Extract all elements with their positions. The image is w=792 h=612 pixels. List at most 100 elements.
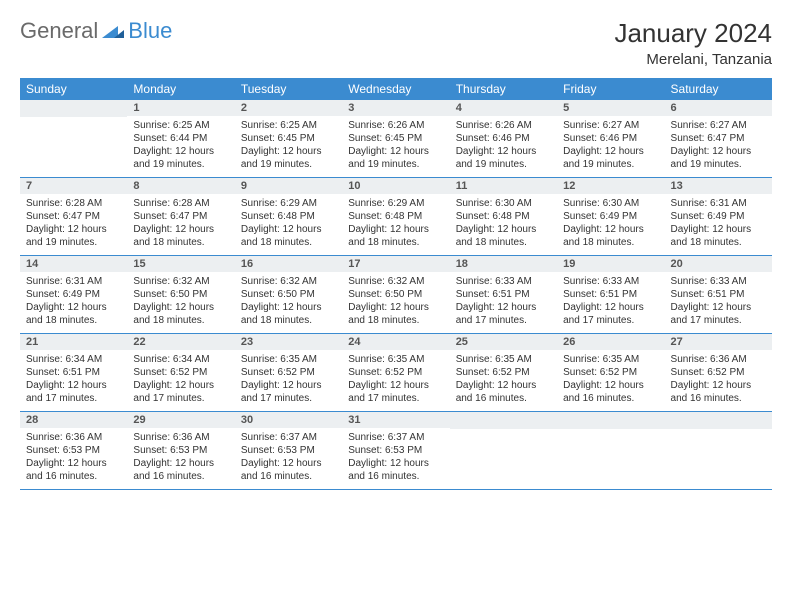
calendar-day-cell: 14Sunrise: 6:31 AMSunset: 6:49 PMDayligh… bbox=[20, 256, 127, 334]
calendar-day-cell: 28Sunrise: 6:36 AMSunset: 6:53 PMDayligh… bbox=[20, 412, 127, 490]
page-title: January 2024 bbox=[614, 18, 772, 49]
daylight-text-2: and 18 minutes. bbox=[133, 314, 228, 327]
calendar-day-cell: 4Sunrise: 6:26 AMSunset: 6:46 PMDaylight… bbox=[450, 100, 557, 178]
calendar-day-cell: 31Sunrise: 6:37 AMSunset: 6:53 PMDayligh… bbox=[342, 412, 449, 490]
calendar-day-cell bbox=[20, 100, 127, 178]
daylight-text-1: Daylight: 12 hours bbox=[456, 301, 551, 314]
calendar-table: Sunday Monday Tuesday Wednesday Thursday… bbox=[20, 78, 772, 490]
daylight-text-2: and 18 minutes. bbox=[456, 236, 551, 249]
calendar-body: 1 Sunrise: 6:25 AMSunset: 6:44 PM Daylight… bbox=[20, 100, 772, 490]
sunrise-text: Sunrise: 6:26 AM bbox=[456, 119, 551, 132]
daylight-text-2: and 19 minutes. bbox=[456, 158, 551, 171]
daylight-text-2: and 17 minutes. bbox=[133, 392, 228, 405]
sunset-text: Sunset: 6:52 PM bbox=[241, 366, 336, 379]
daylight-text-2: and 17 minutes. bbox=[241, 392, 336, 405]
sunrise-text: Sunrise: 6:32 AM bbox=[133, 275, 228, 288]
sunset-text: Sunset: 6:50 PM bbox=[133, 288, 228, 301]
day-details: Sunrise: 6:35 AMSunset: 6:52 PMDaylight:… bbox=[235, 350, 342, 411]
day-number: 6 bbox=[665, 100, 772, 116]
daylight-text-1: Daylight: 12 hours bbox=[26, 379, 121, 392]
sunset-text: Sunset: 6:52 PM bbox=[456, 366, 551, 379]
calendar-day-cell: 27Sunrise: 6:36 AMSunset: 6:52 PMDayligh… bbox=[665, 334, 772, 412]
sunset-text: Sunset: 6:48 PM bbox=[348, 210, 443, 223]
weekday-header: Sunday bbox=[20, 78, 127, 100]
day-number: 2 bbox=[235, 100, 342, 116]
day-details: Sunrise: 6:35 AMSunset: 6:52 PMDaylight:… bbox=[557, 350, 664, 411]
day-details: Sunrise: 6:32 AMSunset: 6:50 PMDaylight:… bbox=[127, 272, 234, 333]
day-details: Sunrise: 6:33 AMSunset: 6:51 PMDaylight:… bbox=[665, 272, 772, 333]
day-details: Sunrise: 6:32 AMSunset: 6:50 PMDaylight:… bbox=[235, 272, 342, 333]
weekday-header: Friday bbox=[557, 78, 664, 100]
sunrise-text: Sunrise: 6:37 AM bbox=[241, 431, 336, 444]
daylight-text-2: and 19 minutes. bbox=[26, 236, 121, 249]
day-details: Sunrise: 6:27 AMSunset: 6:46 PMDaylight:… bbox=[557, 116, 664, 177]
calendar-day-cell: 20Sunrise: 6:33 AMSunset: 6:51 PMDayligh… bbox=[665, 256, 772, 334]
daylight-text-2: and 18 minutes. bbox=[241, 314, 336, 327]
daylight-text-1: Daylight: 12 hours bbox=[241, 457, 336, 470]
day-number: 24 bbox=[342, 334, 449, 350]
weekday-header: Monday bbox=[127, 78, 234, 100]
sunrise-text: Sunrise: 6:36 AM bbox=[26, 431, 121, 444]
daylight-text-2: and 16 minutes. bbox=[26, 470, 121, 483]
sunset-text: Sunset: 6:52 PM bbox=[563, 366, 658, 379]
calendar-day-cell: 7Sunrise: 6:28 AMSunset: 6:47 PMDaylight… bbox=[20, 178, 127, 256]
daylight-text-1: Daylight: 12 hours bbox=[26, 301, 121, 314]
daylight-text-2: and 17 minutes. bbox=[348, 392, 443, 405]
empty-day-cell bbox=[557, 429, 664, 487]
weekday-header-row: Sunday Monday Tuesday Wednesday Thursday… bbox=[20, 78, 772, 100]
day-details: Sunrise: 6:36 AMSunset: 6:53 PMDaylight:… bbox=[127, 428, 234, 489]
day-number: 14 bbox=[20, 256, 127, 272]
day-details: Sunrise: 6:35 AMSunset: 6:52 PMDaylight:… bbox=[342, 350, 449, 411]
day-details: Sunrise: 6:33 AMSunset: 6:51 PMDaylight:… bbox=[450, 272, 557, 333]
day-details: Sunrise: 6:29 AMSunset: 6:48 PMDaylight:… bbox=[235, 194, 342, 255]
sunrise-text: Sunrise: 6:25 AM bbox=[133, 119, 228, 132]
sunset-text: Sunset: 6:44 PM bbox=[133, 132, 228, 145]
sunset-text: Sunset: 6:45 PM bbox=[348, 132, 443, 145]
calendar-day-cell: 29Sunrise: 6:36 AMSunset: 6:53 PMDayligh… bbox=[127, 412, 234, 490]
calendar-day-cell: 11Sunrise: 6:30 AMSunset: 6:48 PMDayligh… bbox=[450, 178, 557, 256]
daylight-text-1: Daylight: 12 hours bbox=[133, 457, 228, 470]
location-label: Merelani, Tanzania bbox=[614, 51, 772, 68]
sunrise-text: Sunrise: 6:32 AM bbox=[348, 275, 443, 288]
sunrise-text: Sunrise: 6:36 AM bbox=[133, 431, 228, 444]
daylight-text-1: Daylight: 12 hours bbox=[26, 457, 121, 470]
sunrise-text: Sunrise: 6:34 AM bbox=[133, 353, 228, 366]
day-number: 11 bbox=[450, 178, 557, 194]
sunrise-text: Sunrise: 6:35 AM bbox=[563, 353, 658, 366]
daylight-text-1: Daylight: 12 hours bbox=[348, 301, 443, 314]
daylight-text-2: and 18 minutes. bbox=[348, 314, 443, 327]
sunset-text: Sunset: 6:46 PM bbox=[563, 132, 658, 145]
day-details: Sunrise: 6:27 AMSunset: 6:47 PMDaylight:… bbox=[665, 116, 772, 177]
sunset-text: Sunset: 6:47 PM bbox=[671, 132, 766, 145]
calendar-day-cell: 18Sunrise: 6:33 AMSunset: 6:51 PMDayligh… bbox=[450, 256, 557, 334]
daylight-text-1: Daylight: 12 hours bbox=[563, 301, 658, 314]
weekday-header: Thursday bbox=[450, 78, 557, 100]
daylight-text-2: and 17 minutes. bbox=[456, 314, 551, 327]
empty-day-header bbox=[450, 412, 557, 429]
sunset-text: Sunset: 6:50 PM bbox=[241, 288, 336, 301]
daylight-text-2: and 18 minutes. bbox=[671, 236, 766, 249]
daylight-text-2: and 19 minutes. bbox=[671, 158, 766, 171]
day-details: Sunrise: 6:28 AMSunset: 6:47 PMDaylight:… bbox=[20, 194, 127, 255]
sunrise-text: Sunrise: 6:37 AM bbox=[348, 431, 443, 444]
daylight-text-2: and 16 minutes. bbox=[348, 470, 443, 483]
sunset-text: Sunset: 6:47 PM bbox=[133, 210, 228, 223]
day-number: 1 bbox=[127, 100, 234, 116]
empty-day-header bbox=[557, 412, 664, 429]
calendar-day-cell: 9Sunrise: 6:29 AMSunset: 6:48 PMDaylight… bbox=[235, 178, 342, 256]
day-details: Sunrise: 6:32 AMSunset: 6:50 PMDaylight:… bbox=[342, 272, 449, 333]
daylight-text-2: and 17 minutes. bbox=[671, 314, 766, 327]
day-number: 4 bbox=[450, 100, 557, 116]
sunset-text: Sunset: 6:45 PM bbox=[241, 132, 336, 145]
daylight-text-1: Daylight: 12 hours bbox=[671, 379, 766, 392]
day-number: 3 bbox=[342, 100, 449, 116]
empty-day-cell bbox=[20, 117, 127, 175]
sunset-text: Sunset: 6:53 PM bbox=[241, 444, 336, 457]
daylight-text-2: and 19 minutes. bbox=[348, 158, 443, 171]
calendar-day-cell: 22Sunrise: 6:34 AMSunset: 6:52 PMDayligh… bbox=[127, 334, 234, 412]
calendar-week-row: 21Sunrise: 6:34 AMSunset: 6:51 PMDayligh… bbox=[20, 334, 772, 412]
day-details: Sunrise: 6:29 AMSunset: 6:48 PMDaylight:… bbox=[342, 194, 449, 255]
calendar-day-cell: 2Sunrise: 6:25 AMSunset: 6:45 PMDaylight… bbox=[235, 100, 342, 178]
day-details: Sunrise: 6:28 AMSunset: 6:47 PMDaylight:… bbox=[127, 194, 234, 255]
day-details: Sunrise: 6:30 AMSunset: 6:49 PMDaylight:… bbox=[557, 194, 664, 255]
